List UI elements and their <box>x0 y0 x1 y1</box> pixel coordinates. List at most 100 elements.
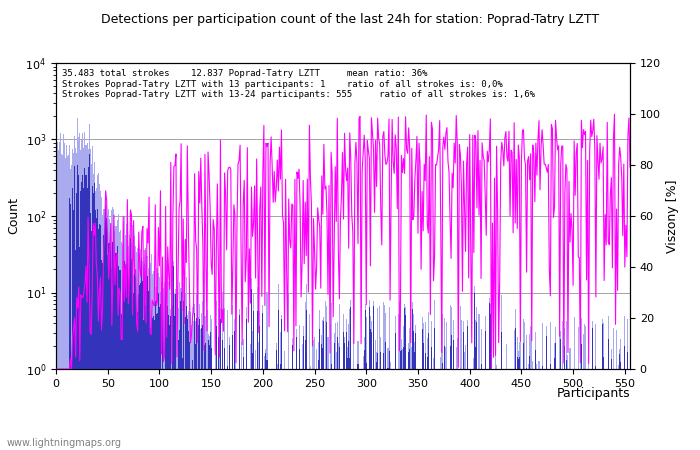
Bar <box>548 375 549 450</box>
Bar <box>430 420 431 450</box>
Bar <box>479 385 480 450</box>
Y-axis label: Viszony [%]: Viszony [%] <box>666 179 680 253</box>
Bar <box>273 400 274 450</box>
Bar <box>583 334 584 450</box>
Bar <box>521 376 522 450</box>
Bar <box>253 311 254 450</box>
Bar <box>625 388 626 450</box>
Bar <box>481 329 482 450</box>
Bar <box>598 369 599 450</box>
Bar <box>165 284 166 450</box>
Bar <box>377 308 378 450</box>
Bar <box>252 331 253 450</box>
Bar <box>293 369 295 450</box>
Bar <box>204 345 205 450</box>
Bar <box>79 247 81 450</box>
Bar <box>494 369 495 450</box>
Bar <box>156 268 157 450</box>
Bar <box>343 314 344 450</box>
Bar <box>235 419 237 450</box>
Bar <box>464 374 465 450</box>
Bar <box>466 413 467 450</box>
Bar <box>426 389 427 450</box>
Bar <box>566 321 568 450</box>
Bar <box>278 284 279 450</box>
Bar <box>180 288 181 450</box>
Bar <box>499 404 500 450</box>
Bar <box>185 317 186 450</box>
Bar <box>63 134 64 450</box>
Bar <box>592 328 594 450</box>
Bar <box>590 369 592 450</box>
Bar <box>508 369 510 450</box>
Bar <box>222 340 223 450</box>
Bar <box>523 343 524 450</box>
Bar <box>309 376 310 450</box>
Bar <box>615 427 616 450</box>
Bar <box>262 305 263 450</box>
Bar <box>475 320 477 450</box>
Bar <box>326 306 328 450</box>
Bar <box>501 295 503 450</box>
Bar <box>581 318 582 450</box>
Bar <box>506 344 507 450</box>
Bar <box>174 316 176 450</box>
Bar <box>572 389 573 450</box>
Bar <box>211 369 213 450</box>
Bar <box>416 369 417 450</box>
Bar <box>69 198 70 450</box>
Bar <box>561 408 562 450</box>
Bar <box>267 426 269 450</box>
Bar <box>423 343 424 450</box>
Bar <box>369 300 370 450</box>
Bar <box>130 223 131 450</box>
Bar <box>105 194 106 450</box>
Bar <box>142 281 144 450</box>
Bar <box>221 426 222 450</box>
Bar <box>496 386 497 450</box>
Bar <box>413 314 414 450</box>
Bar <box>170 309 172 450</box>
Bar <box>613 371 614 450</box>
Bar <box>337 337 338 450</box>
Bar <box>280 332 281 450</box>
Bar <box>340 369 341 450</box>
Bar <box>528 364 529 450</box>
Bar <box>529 356 530 450</box>
Bar <box>401 350 402 450</box>
Bar <box>449 306 451 450</box>
Bar <box>425 322 426 450</box>
Bar <box>407 369 408 450</box>
Bar <box>606 369 607 450</box>
Bar <box>237 369 239 450</box>
Bar <box>589 382 590 450</box>
Bar <box>365 304 366 450</box>
Bar <box>382 369 384 450</box>
Bar <box>224 308 225 450</box>
Bar <box>133 275 134 450</box>
Bar <box>312 396 313 450</box>
Bar <box>583 369 584 450</box>
Bar <box>146 276 148 450</box>
Bar <box>358 405 360 450</box>
Bar <box>279 369 280 450</box>
Bar <box>441 300 442 450</box>
Bar <box>584 324 585 450</box>
Bar <box>250 344 251 450</box>
Bar <box>349 309 350 450</box>
Bar <box>166 261 167 450</box>
Bar <box>421 316 423 450</box>
Bar <box>316 378 317 450</box>
Bar <box>469 369 470 450</box>
Bar <box>324 369 326 450</box>
Bar <box>529 334 530 450</box>
Bar <box>436 369 437 450</box>
Bar <box>603 369 605 450</box>
Bar <box>437 369 438 450</box>
Bar <box>557 369 558 450</box>
Bar <box>144 264 146 450</box>
Bar <box>136 252 137 450</box>
Bar <box>560 338 561 450</box>
Bar <box>247 369 248 450</box>
Bar <box>59 142 60 450</box>
